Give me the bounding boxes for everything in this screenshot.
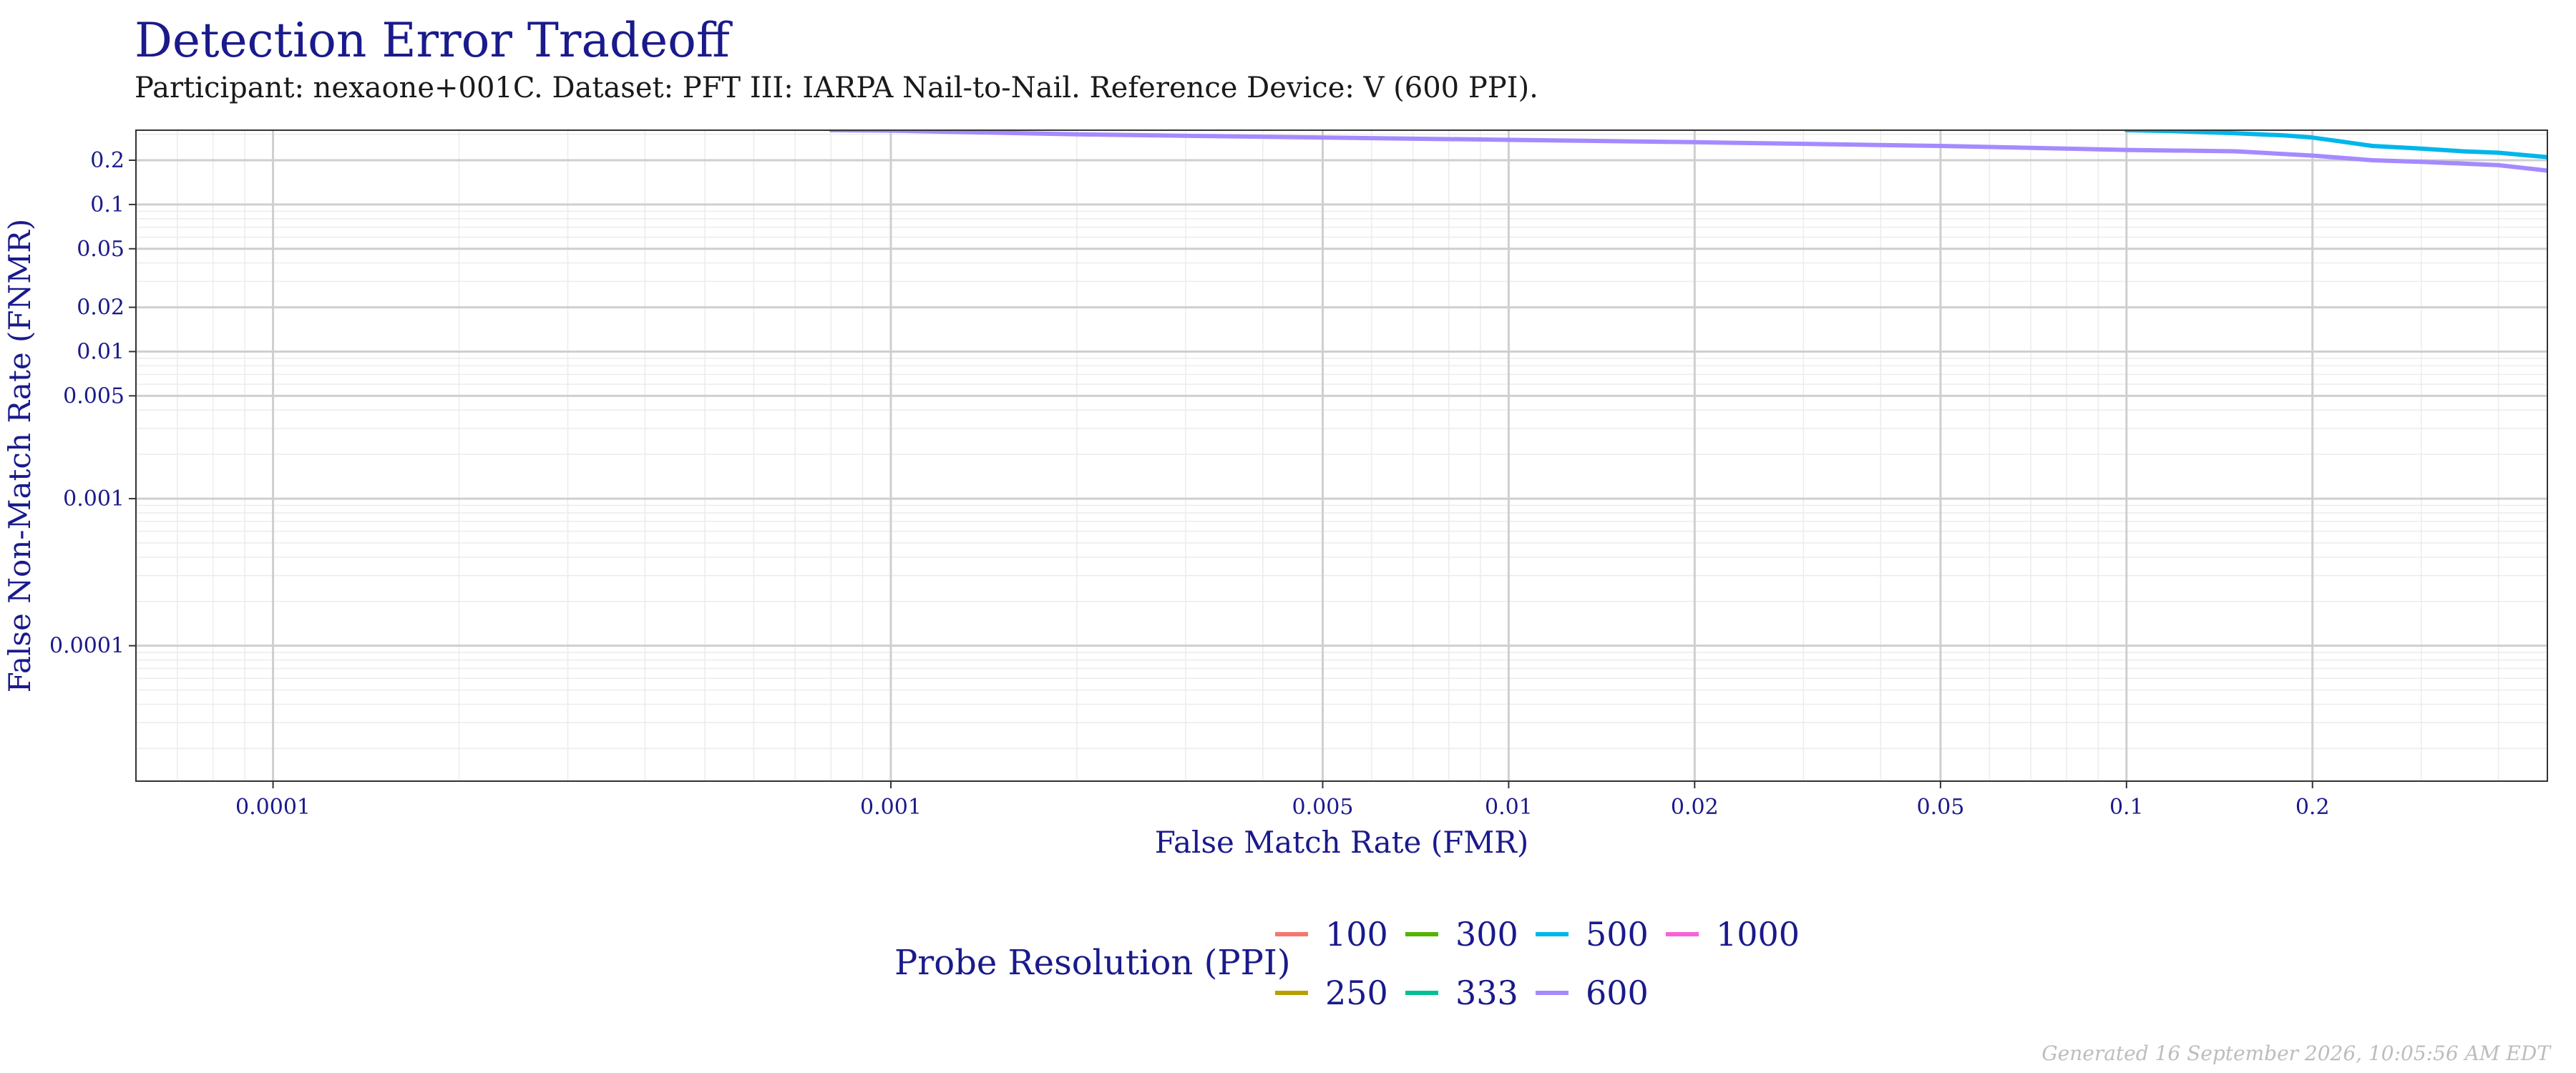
x-axis-ticks: 0.0001 0.001 0.005 0.01 0.02 0.05 0.1 0.2	[235, 781, 2330, 820]
y-axis-ticks: 0.0001 0.001 0.005 0.01 0.02 0.05 0.1 0.2	[49, 148, 136, 659]
x-tick-label: 0.2	[2296, 795, 2330, 820]
x-tick-label: 0.0001	[235, 795, 311, 820]
y-tick-label: 0.05	[77, 237, 125, 262]
y-tick-label: 0.1	[90, 192, 125, 217]
x-tick-label: 0.05	[1916, 795, 1964, 820]
legend-entry-1000: 1000	[1666, 915, 1800, 954]
y-tick-label: 0.0001	[49, 634, 125, 659]
generated-timestamp: Generated 16 September 2026, 10:05:56 AM…	[2041, 1042, 2550, 1065]
legend-entry-600: 600	[1536, 974, 1649, 1012]
y-tick-label: 0.02	[77, 295, 125, 320]
plot-panel-border	[135, 129, 2548, 782]
legend-entry-500: 500	[1536, 915, 1649, 954]
legend-entry-100: 100	[1275, 915, 1388, 954]
legend-label-600: 600	[1586, 974, 1649, 1012]
x-tick-label: 0.001	[860, 795, 922, 820]
legend-label-500: 500	[1586, 915, 1649, 954]
legend-title: Probe Resolution (PPI)	[894, 943, 1291, 983]
x-tick-label: 0.005	[1292, 795, 1354, 820]
y-tick-label: 0.005	[63, 383, 125, 408]
x-tick-label: 0.02	[1671, 795, 1719, 820]
major-gridlines	[136, 130, 2547, 781]
chart-title: Detection Error Tradeoff	[135, 13, 730, 68]
series-layer	[829, 130, 2547, 173]
legend-label-300: 300	[1455, 915, 1518, 954]
x-axis-title: False Match Rate (FMR)	[1155, 825, 1529, 860]
x-tick-label: 0.1	[2109, 795, 2144, 820]
minor-gridlines	[135, 130, 2547, 781]
legend: Probe Resolution (PPI) 100 250 300 333 500 60…	[894, 915, 1800, 1012]
series-line-500	[2124, 130, 2547, 160]
y-tick-label: 0.001	[63, 486, 125, 511]
legend-entry-333: 333	[1405, 974, 1518, 1012]
y-tick-label: 0.2	[90, 148, 125, 173]
x-tick-label: 0.01	[1485, 795, 1533, 820]
legend-entry-300: 300	[1405, 915, 1518, 954]
legend-label-1000: 1000	[1716, 915, 1800, 954]
y-axis-title: False Non-Match Rate (FNMR)	[2, 219, 37, 693]
legend-label-100: 100	[1325, 915, 1388, 954]
legend-label-333: 333	[1455, 974, 1518, 1012]
legend-entries: 100 250 300 333 500 600 1000	[1275, 915, 1800, 1012]
chart-subtitle: Participant: nexaone+001C. Dataset: PFT …	[135, 72, 1538, 104]
legend-entry-250: 250	[1275, 974, 1388, 1012]
legend-label-250: 250	[1325, 974, 1388, 1012]
y-tick-label: 0.01	[77, 339, 125, 364]
series-line-600	[829, 130, 2547, 173]
